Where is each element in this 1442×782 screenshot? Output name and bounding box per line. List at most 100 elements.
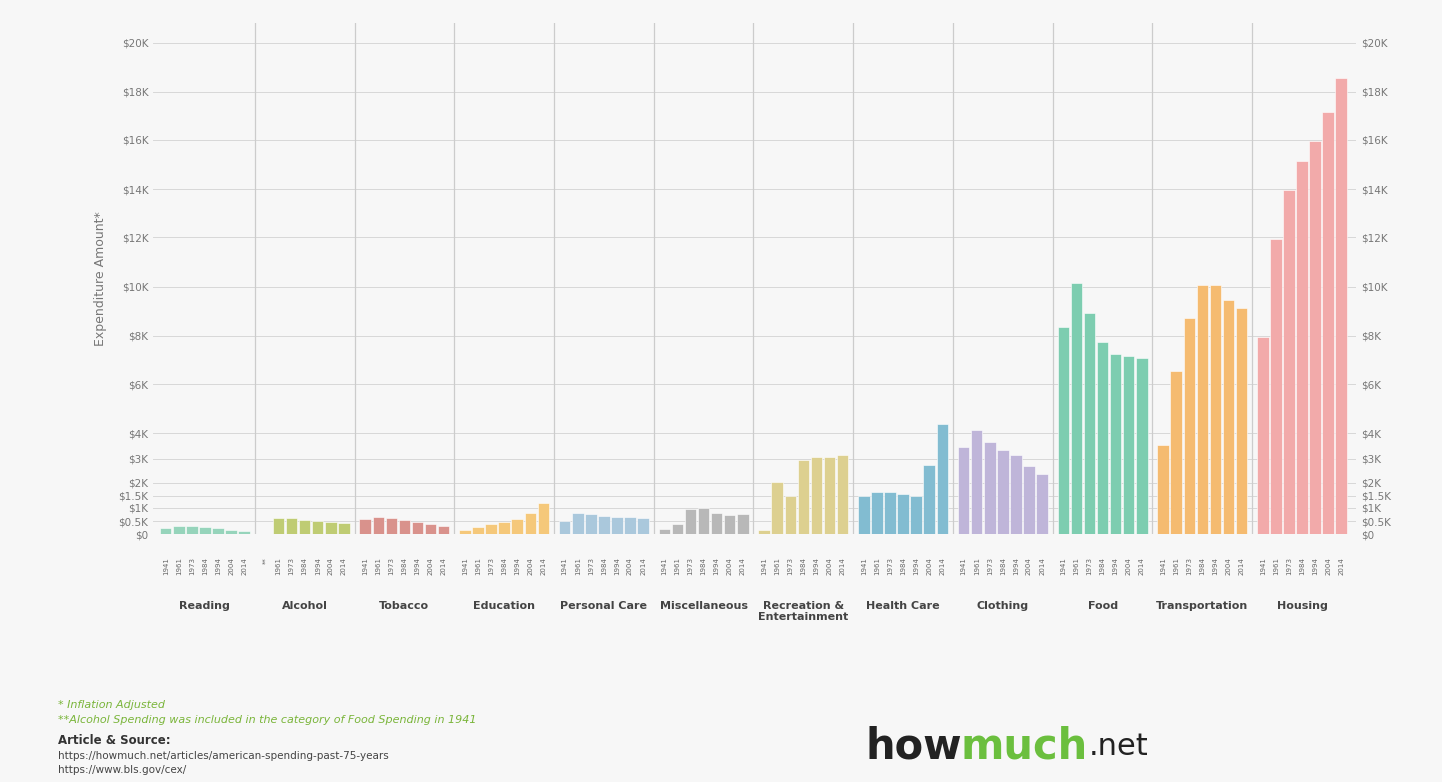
Bar [273,518,284,534]
Bar [810,457,822,534]
Text: * Inflation Adjusted: * Inflation Adjusted [58,700,164,710]
Bar [459,529,470,534]
Text: 1984: 1984 [301,558,307,575]
Text: 2004: 2004 [427,558,434,575]
Bar [711,513,722,534]
Bar [672,524,684,534]
Text: 1961: 1961 [575,558,581,576]
Text: 1973: 1973 [986,558,992,576]
Text: 1941: 1941 [1060,558,1067,575]
Text: 2014: 2014 [241,558,247,575]
Text: 2004: 2004 [327,558,333,575]
Bar [525,514,536,534]
Text: 2004: 2004 [627,558,633,575]
Bar [1309,142,1321,534]
Text: 1961: 1961 [1073,558,1080,576]
Bar [724,515,735,534]
Bar [771,482,783,534]
Text: 2004: 2004 [926,558,932,575]
Bar [659,529,671,534]
Bar [199,527,211,534]
Bar [936,424,947,534]
Text: 2004: 2004 [1126,558,1132,575]
Text: 1994: 1994 [515,558,521,575]
Text: 1994: 1994 [714,558,720,575]
Bar [1296,161,1308,534]
Bar [1283,191,1295,534]
Bar [1184,317,1195,534]
Text: 1941: 1941 [1161,558,1167,575]
Bar [611,517,623,534]
Bar [923,465,934,534]
Text: 1994: 1994 [414,558,421,575]
Bar [473,527,483,534]
Bar [160,528,172,534]
Bar [173,526,185,534]
Bar [698,508,709,534]
Bar [823,457,835,534]
Bar [1037,474,1048,534]
Bar [1024,466,1035,534]
Text: 2004: 2004 [1325,558,1331,575]
Text: 1973: 1973 [487,558,495,576]
Text: 1941: 1941 [461,558,469,575]
Bar [1197,285,1208,534]
Bar [1322,113,1334,534]
Text: 1961: 1961 [675,558,681,576]
Text: 2004: 2004 [727,558,733,575]
Text: 1961: 1961 [375,558,381,576]
Text: 1994: 1994 [1312,558,1318,575]
Bar [1171,371,1182,534]
Bar [1123,356,1135,534]
Bar [685,510,696,534]
Text: 1984: 1984 [601,558,607,575]
Bar [238,532,249,534]
Text: 1973: 1973 [388,558,394,576]
Text: 1984: 1984 [999,558,1007,575]
Text: 1973: 1973 [288,558,294,576]
Text: 1961: 1961 [1273,558,1279,576]
Text: 1961: 1961 [874,558,880,576]
Text: .net: .net [1089,732,1148,762]
Text: 1941: 1941 [662,558,668,575]
Bar [412,522,423,534]
Text: Personal Care: Personal Care [561,601,647,611]
Text: **Alcohol Spending was included in the category of Food Spending in 1941: **Alcohol Spending was included in the c… [58,716,476,726]
Bar [225,529,236,534]
Text: 1973: 1973 [189,558,195,576]
Bar [1335,78,1347,534]
Bar [1011,455,1021,534]
Bar [737,514,748,534]
Text: 1984: 1984 [1299,558,1305,575]
Text: 1961: 1961 [1174,558,1180,576]
Bar [983,442,995,534]
Bar [499,522,510,534]
Bar [624,518,636,534]
Bar [538,504,549,534]
Text: 1941: 1941 [1260,558,1266,575]
Text: 2014: 2014 [1239,558,1244,575]
Bar [286,518,297,534]
Text: 1941: 1941 [761,558,767,575]
Bar [512,519,523,534]
Text: 1973: 1973 [1286,558,1292,576]
Bar [425,524,437,534]
Text: 1994: 1994 [1213,558,1218,575]
Text: 2004: 2004 [826,558,832,575]
Bar [996,450,1008,534]
Text: 2014: 2014 [740,558,746,575]
Bar [186,526,198,534]
Bar [337,522,349,534]
Bar [359,519,371,534]
Bar [1097,342,1109,534]
Bar [486,524,497,534]
Bar [637,518,649,534]
Bar [559,521,571,534]
Text: 1973: 1973 [1187,558,1193,576]
Text: 1961: 1961 [474,558,482,576]
Text: 1994: 1994 [314,558,320,575]
Bar [212,528,224,534]
Text: 2014: 2014 [340,558,348,575]
Bar [385,518,397,534]
Text: Recreation &
Entertainment: Recreation & Entertainment [758,601,848,622]
